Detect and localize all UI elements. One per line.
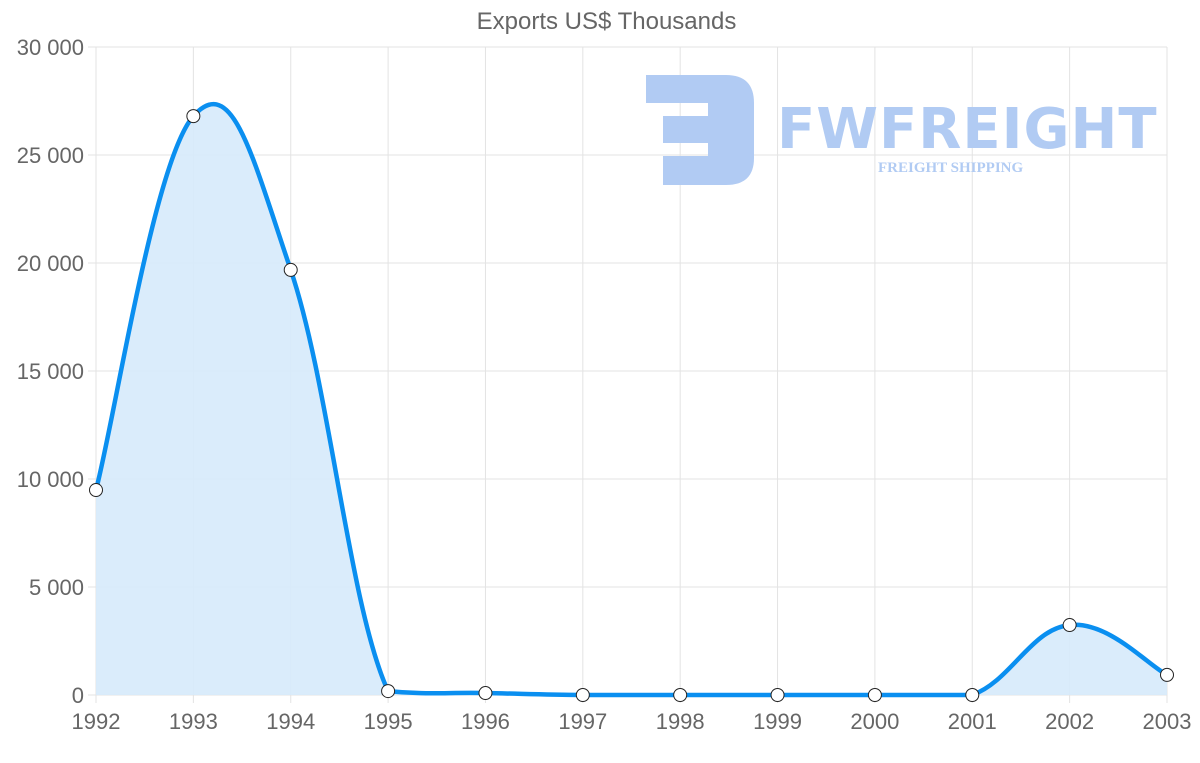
x-tick-label: 2000 xyxy=(850,709,899,734)
x-tick-label: 1999 xyxy=(753,709,802,734)
data-point xyxy=(1160,667,1174,682)
x-tick-label: 1996 xyxy=(461,709,510,734)
data-point xyxy=(381,684,396,699)
x-tick-label: 1993 xyxy=(169,709,218,734)
y-tick-label: 20 000 xyxy=(17,251,84,276)
data-point xyxy=(1062,618,1077,633)
x-tick-label: 2001 xyxy=(948,709,997,734)
x-tick-label: 1995 xyxy=(364,709,413,734)
y-tick-label: 10 000 xyxy=(17,467,84,492)
x-tick-label: 1994 xyxy=(266,709,315,734)
data-point xyxy=(283,262,298,277)
data-point xyxy=(575,688,590,702)
data-point xyxy=(478,686,493,701)
x-tick-label: 1998 xyxy=(656,709,705,734)
y-tick-label: 15 000 xyxy=(17,359,84,384)
chart-title: Exports US$ Thousands xyxy=(476,8,737,35)
y-tick-label: 0 xyxy=(72,683,84,708)
y-tick-label: 30 000 xyxy=(17,35,84,60)
x-tick-label: 2003 xyxy=(1143,709,1192,734)
fwfreight-logo-icon xyxy=(646,75,754,185)
data-point xyxy=(89,483,103,498)
watermark-brand: FWFREIGHT xyxy=(777,97,1158,162)
x-tick-label: 1997 xyxy=(558,709,607,734)
watermark-logo: FWFREIGHT FREIGHT SHIPPING xyxy=(646,73,1158,188)
data-point xyxy=(867,688,882,702)
data-point xyxy=(770,688,785,702)
area-fill xyxy=(96,104,1167,696)
watermark-tagline: FREIGHT SHIPPING xyxy=(878,160,1024,176)
y-tick-label: 5 000 xyxy=(29,575,84,600)
x-tick-label: 2002 xyxy=(1045,709,1094,734)
y-tick-label: 25 000 xyxy=(17,143,84,168)
x-tick-label: 1992 xyxy=(72,709,121,734)
data-point xyxy=(673,688,688,702)
data-point xyxy=(965,688,980,702)
data-point xyxy=(186,109,201,124)
